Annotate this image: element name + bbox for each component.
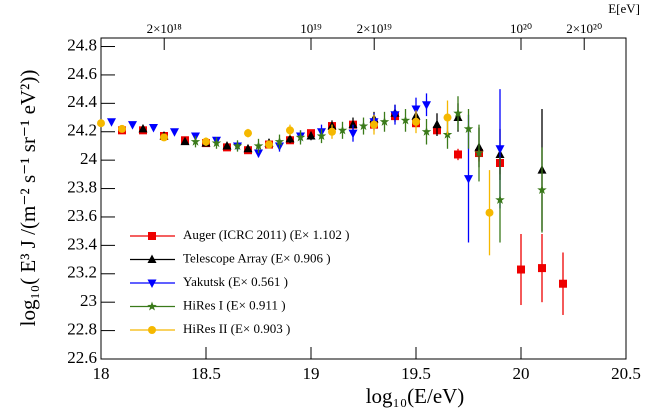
data-point <box>286 126 294 135</box>
data-point <box>495 145 505 154</box>
legend-marker <box>147 254 157 263</box>
y-tick-label: 24.2 <box>67 121 97 140</box>
data-point <box>537 184 547 195</box>
data-point <box>453 108 463 118</box>
data-point <box>422 101 431 110</box>
data-point <box>244 129 252 138</box>
data-point <box>443 113 452 122</box>
data-point <box>190 136 201 146</box>
y-tick-label: 24.6 <box>67 64 97 83</box>
data-point <box>180 136 190 146</box>
data-point <box>253 140 264 150</box>
data-point <box>474 148 484 158</box>
data-point <box>211 138 222 148</box>
data-point <box>348 119 358 129</box>
data-point <box>411 105 421 115</box>
top-tick-label: 10²⁰ <box>510 21 532 36</box>
data-point <box>463 123 474 133</box>
data-point <box>370 120 378 129</box>
data-point <box>222 140 232 150</box>
data-point <box>306 131 316 140</box>
y-tick-label: 23 <box>80 291 97 310</box>
legend-label: HiRes II (E× 0.903 ) <box>183 321 290 336</box>
x-tick-label: 18.5 <box>191 364 221 383</box>
data-point <box>432 119 442 129</box>
legend-label: HiRes I (E× 0.911 ) <box>183 297 286 312</box>
data-point <box>254 149 263 159</box>
legend-label: Telescope Array (E× 0.906 ) <box>183 250 331 265</box>
x-tick-label: 20.5 <box>611 364 641 383</box>
top-axis-label: E[eV] <box>608 1 640 16</box>
y-tick-label: 24.8 <box>67 35 97 54</box>
data-point <box>243 143 253 153</box>
data-point <box>149 123 158 133</box>
data-point <box>485 208 494 217</box>
y-tick-label: 22.8 <box>67 319 97 338</box>
legend-marker <box>147 301 157 311</box>
data-point <box>118 124 126 133</box>
data-point <box>337 125 348 135</box>
legend-marker <box>148 232 156 240</box>
y-tick-label: 24 <box>80 149 98 168</box>
legend-label: Yakutsk (E× 0.561 ) <box>183 274 288 289</box>
y-axis-label: log₁₀( E³ J /(m⁻² s⁻¹ sr⁻¹ eV²)) <box>16 70 40 327</box>
y-tick-label: 23.4 <box>67 234 97 253</box>
y-tick-label: 23.6 <box>67 206 97 225</box>
x-tick-label: 20 <box>513 364 530 383</box>
top-tick-label: 2×10¹⁸ <box>147 21 183 36</box>
data-point <box>379 116 390 126</box>
data-point <box>400 115 411 125</box>
y-tick-label: 23.8 <box>67 177 97 196</box>
legend-label: Auger (ICRC 2011) (E× 1.102 ) <box>183 227 349 242</box>
data-point <box>328 127 336 136</box>
data-point <box>464 175 473 184</box>
y-tick-label: 23.2 <box>67 263 97 282</box>
data-point <box>170 128 179 137</box>
data-point <box>107 118 116 127</box>
data-point <box>421 126 432 136</box>
data-point <box>316 131 327 141</box>
data-point <box>412 117 420 126</box>
y-tick-label: 22.6 <box>67 348 97 367</box>
data-point <box>358 121 369 131</box>
data-point <box>265 140 273 149</box>
data-point <box>454 150 462 159</box>
legend-marker <box>148 326 156 334</box>
y-tick-label: 24.4 <box>67 92 97 111</box>
data-point <box>559 279 567 288</box>
data-point <box>274 136 285 146</box>
data-point <box>97 119 105 128</box>
data-point <box>348 129 358 139</box>
x-tick-label: 19.5 <box>401 364 431 383</box>
top-tick-label: 2×10¹⁹ <box>357 21 393 36</box>
data-point <box>138 123 148 133</box>
data-point <box>517 265 525 274</box>
data-point <box>538 264 546 273</box>
data-point <box>495 194 505 204</box>
data-point <box>232 140 243 150</box>
legend-marker <box>147 279 157 288</box>
data-point <box>160 133 168 142</box>
data-point <box>295 132 306 142</box>
x-tick-label: 18 <box>93 364 110 383</box>
top-tick-label: 10¹⁹ <box>300 21 322 36</box>
top-tick-label: 2×10²⁰ <box>566 21 602 36</box>
data-point <box>202 137 210 146</box>
data-point <box>128 121 137 130</box>
x-axis-label: log₁₀(E/eV) <box>366 384 465 408</box>
data-point <box>285 133 295 143</box>
plot-frame <box>100 37 627 360</box>
x-tick-label: 19 <box>303 364 320 383</box>
data-point <box>390 111 400 120</box>
